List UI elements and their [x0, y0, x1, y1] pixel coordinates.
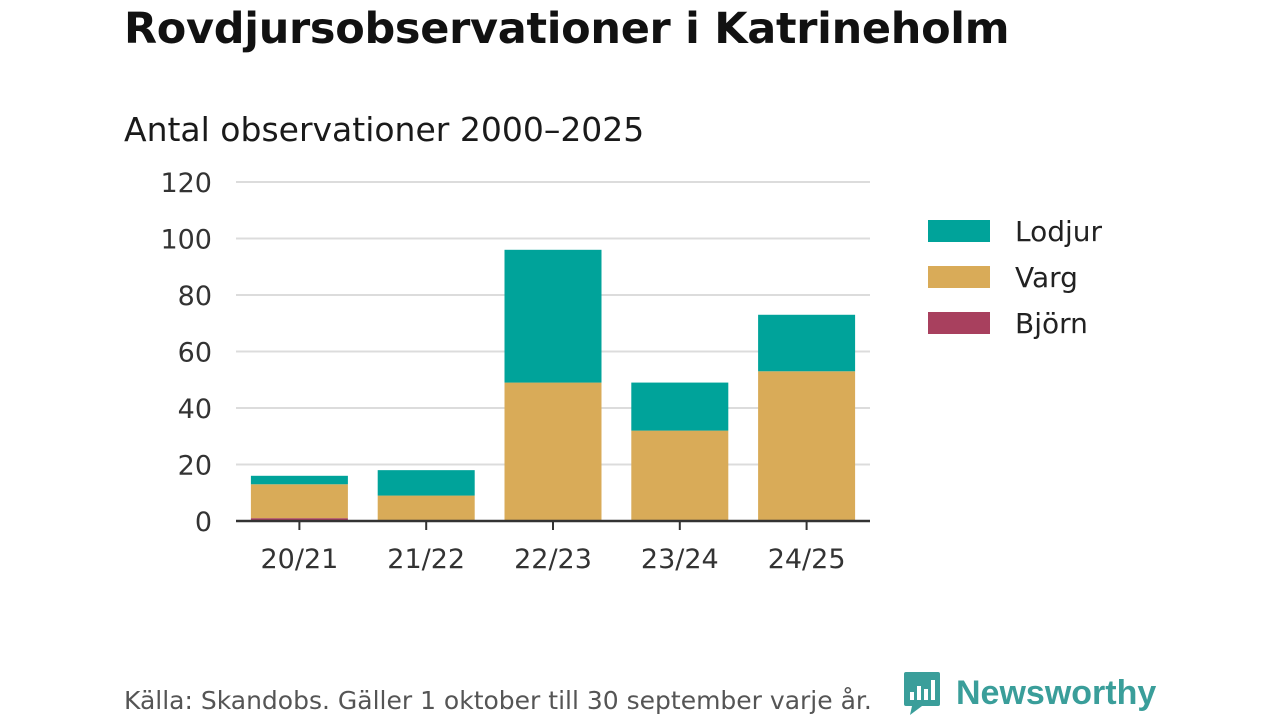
legend-label-bjorn: Björn: [1015, 306, 1088, 340]
x-tick-label-22-23: 22/23: [514, 544, 592, 575]
x-tick-label-21-22: 21/22: [387, 544, 465, 575]
chart-title: Rovdjursobservationer i Katrineholm: [124, 4, 1010, 54]
bar-group-24-25: [758, 314, 856, 521]
newsworthy-logo-icon: [904, 672, 940, 715]
bar-bjorn-20-21: [250, 518, 348, 521]
legend-swatch-varg: [928, 266, 990, 288]
legend-item-lodjur: Lodjur: [928, 208, 1102, 254]
bar-lodjur-23-24: [631, 382, 729, 431]
bar-group-21-22: [377, 470, 475, 521]
bar-lodjur-21-22: [377, 470, 475, 496]
y-tick-label-40: 40: [178, 394, 212, 425]
bar-varg-20-21: [250, 484, 348, 519]
y-tick-label-80: 80: [178, 281, 212, 312]
axes: [236, 519, 870, 530]
x-tick-label-20-21: 20/21: [260, 544, 338, 575]
legend-item-bjorn: Björn: [928, 300, 1102, 346]
legend: Lodjur Varg Björn: [928, 208, 1102, 346]
brand-name: Newsworthy: [956, 673, 1157, 712]
tick-labels: 0 20 40 60 80 100 120 20/21 21/22 22/23 23/24 24/25: [160, 168, 845, 575]
y-tick-label-0: 0: [195, 507, 212, 538]
y-tick-label-100: 100: [160, 225, 212, 256]
y-tick-label-20: 20: [178, 451, 212, 482]
bar-varg-21-22: [377, 495, 475, 521]
bar-lodjur-20-21: [250, 475, 348, 485]
legend-label-varg: Varg: [1015, 260, 1078, 294]
brand-logo[interactable]: Newsworthy: [902, 670, 1156, 716]
bar-group-22-23: [504, 249, 602, 521]
bar-varg-24-25: [758, 371, 856, 521]
y-tick-label-120: 120: [160, 168, 212, 199]
bar-group-20-21: [250, 475, 348, 521]
x-tick-label-23-24: 23/24: [641, 544, 719, 575]
bar-lodjur-22-23: [504, 249, 602, 383]
bar-varg-23-24: [631, 430, 729, 521]
bar-group-23-24: [631, 382, 729, 521]
source-note: Källa: Skandobs. Gäller 1 oktober till 3…: [124, 686, 872, 715]
legend-label-lodjur: Lodjur: [1015, 214, 1103, 248]
legend-swatch-lodjur: [928, 220, 990, 242]
legend-swatch-bjorn: [928, 312, 990, 334]
bar-varg-22-23: [504, 382, 602, 521]
bar-groups: [250, 249, 856, 521]
chart-subtitle: Antal observationer 2000–2025: [124, 110, 645, 149]
legend-item-varg: Varg: [928, 254, 1102, 300]
y-tick-label-60: 60: [178, 338, 212, 369]
x-tick-label-24-25: 24/25: [768, 544, 846, 575]
bar-lodjur-24-25: [758, 314, 856, 372]
